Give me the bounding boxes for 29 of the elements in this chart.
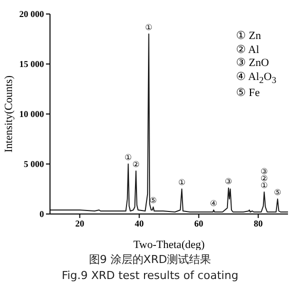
annotation: ① — [145, 23, 152, 32]
x-tick-label: 60 — [194, 218, 204, 228]
annotation: ① — [260, 181, 268, 190]
x-tick-label: 40 — [134, 218, 144, 228]
x-tick-label: 80 — [254, 218, 264, 228]
annotation: ② — [132, 160, 140, 169]
annotation: ② — [260, 174, 268, 183]
x-axis-title: Two-Theta(deg) — [133, 239, 205, 251]
annotation: ④ — [210, 199, 218, 208]
annotation: ① — [178, 178, 186, 187]
annotation: ② Al — [236, 44, 260, 57]
annotation: ④ Al$_{2}$O$_{3}$ — [236, 70, 276, 87]
y-tick-label: 5 000 — [24, 159, 44, 170]
annotation: ③ — [224, 177, 232, 186]
annotation: ③ — [260, 167, 268, 176]
y-tick-label: 10 000 — [19, 109, 44, 120]
y-tick-label: 20 000 — [19, 9, 44, 20]
text: Fig.9 XRD test results of coating — [60, 269, 240, 282]
annotation: ① — [124, 153, 132, 162]
x-tick-label: 20 — [75, 218, 85, 228]
text: 图9 涂层的XRD测试结果 — [88, 252, 212, 267]
annotation: ⑤ — [274, 188, 282, 197]
annotation: ⑤ Fe — [236, 87, 261, 101]
annotation: ① Zn — [236, 30, 262, 44]
annotation: ⑤ — [150, 196, 157, 205]
y-axis-title: Intensity(Counts) — [2, 75, 15, 152]
y-tick-label: 15 000 — [19, 59, 44, 70]
y-tick-label: 0 — [40, 209, 44, 220]
annotation: ③ ZnO — [236, 57, 270, 70]
